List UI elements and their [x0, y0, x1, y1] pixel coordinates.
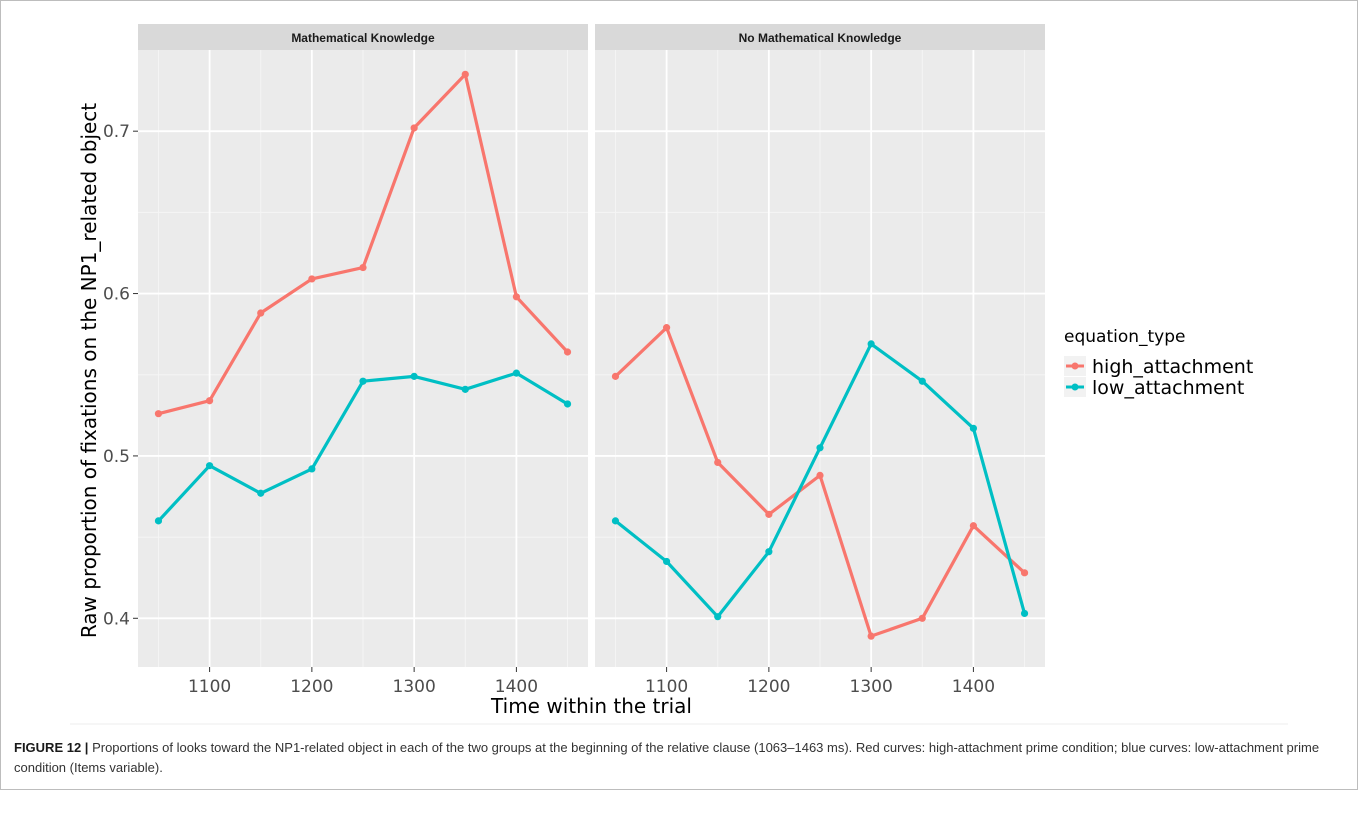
x-tick-label: 1200 — [290, 677, 333, 697]
data-point-low_attachment — [410, 372, 418, 380]
data-point-low_attachment — [969, 424, 978, 432]
facet-title: Mathematical Knowledge — [291, 31, 435, 45]
legend: equation_type high_attachmentlow_attachme… — [1064, 327, 1253, 399]
legend-title: equation_type — [1064, 327, 1185, 347]
data-point-high_attachment — [410, 124, 418, 132]
data-point-low_attachment — [205, 462, 214, 470]
facet-title: No Mathematical Knowledge — [739, 31, 902, 45]
data-point-low_attachment — [1020, 609, 1029, 618]
data-point-high_attachment — [662, 324, 671, 332]
legend-label: high_attachment — [1092, 356, 1253, 378]
data-point-high_attachment — [714, 458, 722, 467]
figure-frame — [0, 0, 1358, 790]
data-point-high_attachment — [969, 522, 978, 530]
data-point-high_attachment — [257, 309, 265, 317]
data-point-high_attachment — [205, 397, 214, 405]
data-point-high_attachment — [563, 348, 572, 356]
data-point-low_attachment — [359, 377, 367, 385]
legend-label: low_attachment — [1092, 377, 1244, 399]
x-tick-label: 1300 — [850, 677, 893, 697]
data-point-high_attachment — [308, 275, 316, 283]
data-point-low_attachment — [816, 444, 824, 452]
x-axis-title: Time within the trial — [490, 694, 692, 718]
legend-key-point — [1071, 383, 1079, 391]
data-point-high_attachment — [918, 614, 926, 622]
y-tick-label: 0.4 — [103, 609, 130, 629]
data-point-high_attachment — [611, 372, 620, 380]
data-point-low_attachment — [611, 517, 620, 525]
legend-key-point — [1071, 362, 1079, 370]
data-point-high_attachment — [1020, 569, 1029, 577]
data-point-high_attachment — [359, 263, 367, 272]
x-tick-label: 1200 — [747, 677, 790, 697]
x-tick-label: 1100 — [188, 677, 231, 697]
y-tick-label: 0.6 — [103, 285, 130, 305]
data-point-low_attachment — [662, 557, 671, 566]
data-point-low_attachment — [918, 377, 926, 385]
figure-caption: FIGURE 12 | Proportions of looks toward … — [14, 738, 1344, 778]
data-point-high_attachment — [512, 293, 521, 301]
data-point-low_attachment — [867, 340, 875, 348]
data-point-high_attachment — [867, 632, 875, 640]
y-tick-label: 0.7 — [103, 122, 130, 142]
panel-1: Mathematical Knowledge 1100 1200 1300 1400 — [138, 24, 588, 697]
facet-strip — [138, 24, 588, 50]
data-point-low_attachment — [512, 369, 521, 377]
data-point-low_attachment — [154, 517, 163, 525]
data-point-low_attachment — [563, 400, 572, 408]
x-tick-label: 1300 — [393, 677, 436, 697]
data-point-high_attachment — [154, 410, 163, 418]
y-axis-title: Raw proportion of fixations on the NP1_r… — [77, 103, 101, 638]
data-point-high_attachment — [765, 510, 773, 518]
caption-text: Proportions of looks toward the NP1-rela… — [14, 740, 1320, 775]
x-tick-label: 1100 — [645, 677, 688, 697]
facet-strip — [595, 24, 1045, 50]
x-tick-label: 1400 — [952, 677, 995, 697]
data-point-low_attachment — [257, 489, 265, 497]
data-point-high_attachment — [816, 471, 824, 480]
y-tick-label: 0.5 — [103, 447, 130, 467]
data-point-low_attachment — [714, 613, 722, 621]
panel-2: No Mathematical Knowledge 1100 1200 1300 140… — [595, 24, 1045, 697]
data-point-low_attachment — [308, 465, 316, 473]
data-point-low_attachment — [765, 548, 773, 556]
x-tick-label: 1400 — [495, 677, 538, 697]
figure-label: FIGURE 12 | — [14, 740, 89, 755]
data-point-high_attachment — [461, 70, 469, 78]
data-point-low_attachment — [461, 385, 469, 393]
